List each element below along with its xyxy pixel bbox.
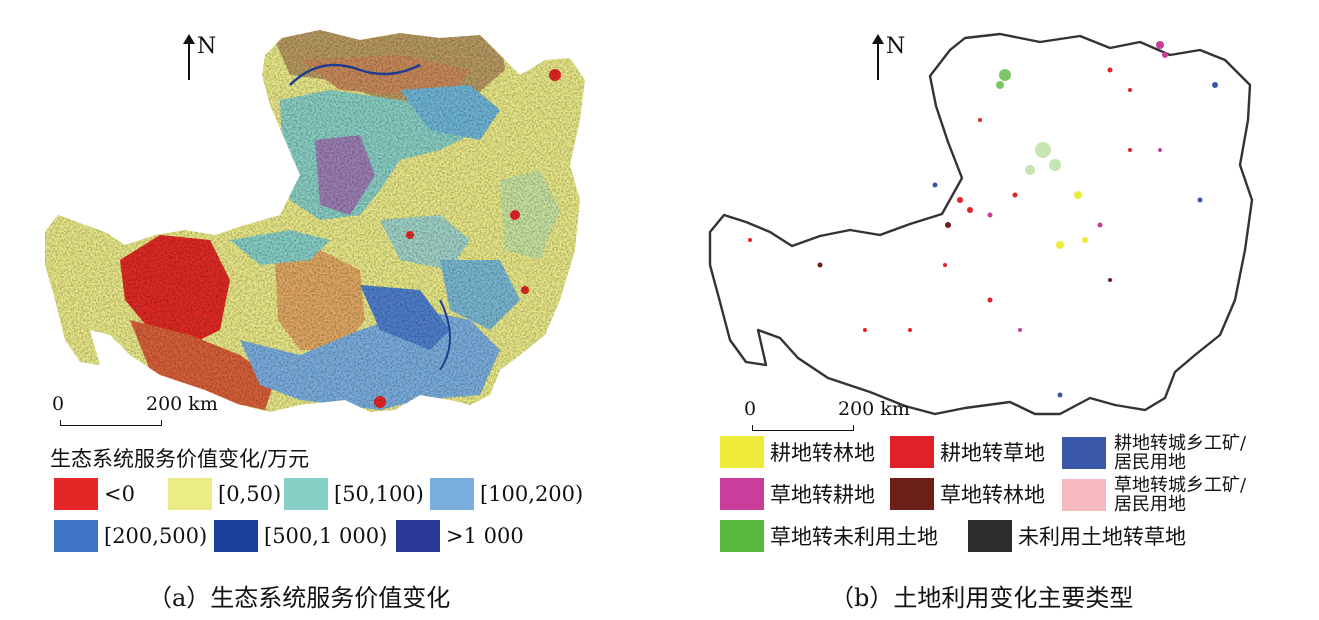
legend-item-b: 草地转城乡工矿/ 居民用地 bbox=[1062, 476, 1246, 514]
north-label: N bbox=[886, 34, 906, 59]
legend-label: [500,1 000) bbox=[264, 524, 388, 548]
legend-swatch bbox=[720, 478, 764, 510]
legend-item-b: 草地转林地 bbox=[890, 478, 1045, 510]
legend-swatch bbox=[720, 520, 764, 552]
scale-start-label: 0 bbox=[52, 393, 65, 415]
legend-item-b: 草地转未利用土地 bbox=[720, 520, 938, 552]
legend-label: 耕地转草地 bbox=[940, 441, 1045, 465]
caption-a: （a）生态系统服务价值变化 bbox=[148, 584, 451, 612]
panel-b-land-use-change-types: N 0 200 km 耕地转林地 耕地转草地 耕地转城乡工矿/ 居民用地 草地转… bbox=[660, 0, 1319, 620]
legend-swatch bbox=[890, 436, 934, 468]
legend-swatch bbox=[214, 520, 258, 552]
legend-title-a: 生态系统服务价值变化/万元 bbox=[50, 447, 310, 471]
legend-swatch bbox=[54, 520, 98, 552]
legend-label: 未利用土地转草地 bbox=[1018, 525, 1186, 549]
north-arrow-icon bbox=[183, 34, 195, 80]
legend-swatch bbox=[1062, 479, 1106, 511]
legend-item-b: 耕地转城乡工矿/ 居民用地 bbox=[1062, 434, 1246, 472]
land-change-scatter bbox=[748, 41, 1218, 398]
legend-item-a: [50,100) bbox=[284, 478, 424, 510]
legend-item-b: 耕地转草地 bbox=[890, 436, 1045, 468]
legend-label: 耕地转城乡工矿/ 居民用地 bbox=[1114, 433, 1247, 473]
legend-label: 草地转城乡工矿/ 居民用地 bbox=[1114, 475, 1247, 515]
legend-swatch bbox=[430, 478, 474, 510]
legend-swatch bbox=[1062, 437, 1106, 469]
legend-label: [100,200) bbox=[480, 482, 584, 506]
legend-item-a: [100,200) bbox=[430, 478, 583, 510]
legend-label: [0,50) bbox=[218, 482, 282, 506]
legend-label: 草地转未利用土地 bbox=[770, 525, 938, 549]
legend-item-b: 耕地转林地 bbox=[720, 436, 875, 468]
legend-label: [50,100) bbox=[334, 482, 424, 506]
legend-swatch bbox=[54, 478, 98, 510]
legend-item-b: 未利用土地转草地 bbox=[968, 520, 1186, 552]
legend-label: >1 000 bbox=[446, 524, 524, 548]
scale-bar-b: 0 200 km bbox=[744, 398, 944, 434]
legend-swatch bbox=[968, 520, 1012, 552]
legend-label: <0 bbox=[104, 482, 135, 506]
scale-start-label: 0 bbox=[744, 398, 757, 420]
legend-swatch bbox=[396, 520, 440, 552]
legend-label: 草地转耕地 bbox=[770, 483, 875, 507]
scale-bar-line bbox=[60, 420, 162, 426]
legend-label: 耕地转林地 bbox=[770, 441, 875, 465]
map-b bbox=[708, 32, 1254, 416]
legend-item-a: >1 000 bbox=[396, 520, 524, 552]
scale-end-label: 200 km bbox=[838, 398, 910, 420]
caption-b: （b）土地利用变化主要类型 bbox=[830, 584, 1134, 612]
legend-item-a: <0 bbox=[54, 478, 135, 510]
legend-item-a: [500,1 000) bbox=[214, 520, 387, 552]
north-arrow-icon bbox=[872, 34, 884, 80]
panel-a-ecosystem-service-value-change: N 0 200 km 生态系统服务价值变化/万元 <0 [0,50) [50,1… bbox=[45, 30, 585, 612]
legend-label: 草地转林地 bbox=[940, 483, 1045, 507]
legend-swatch bbox=[284, 478, 328, 510]
legend-swatch bbox=[890, 478, 934, 510]
legend-item-a: [0,50) bbox=[168, 478, 281, 510]
scale-bar-line bbox=[752, 425, 854, 431]
legend-item-b: 草地转耕地 bbox=[720, 478, 875, 510]
legend-swatch bbox=[168, 478, 212, 510]
north-label: N bbox=[197, 34, 217, 59]
map-a bbox=[45, 30, 585, 412]
legend-label: [200,500) bbox=[104, 524, 208, 548]
scale-bar-a: 0 200 km bbox=[52, 393, 252, 429]
scale-end-label: 200 km bbox=[146, 393, 218, 415]
legend-item-a: [200,500) bbox=[54, 520, 207, 552]
legend-swatch bbox=[720, 436, 764, 468]
